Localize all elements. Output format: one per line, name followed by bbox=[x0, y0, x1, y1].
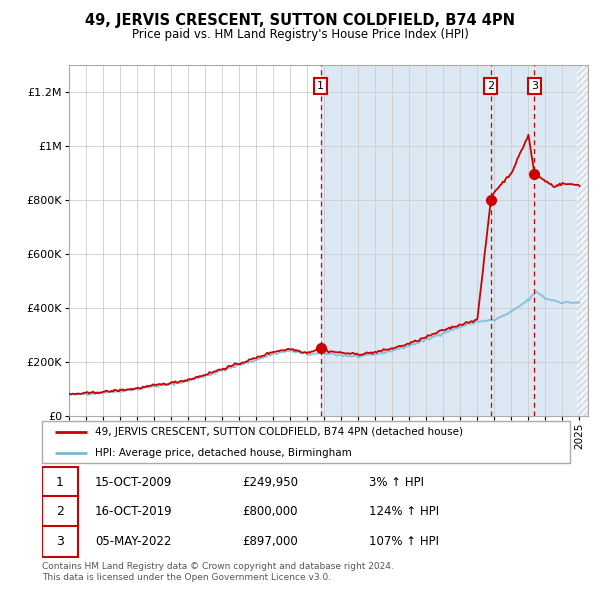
Text: 2: 2 bbox=[487, 81, 494, 91]
Text: 3: 3 bbox=[56, 535, 64, 548]
Text: 3: 3 bbox=[531, 81, 538, 91]
Text: 2: 2 bbox=[56, 505, 64, 519]
Text: 49, JERVIS CRESCENT, SUTTON COLDFIELD, B74 4PN: 49, JERVIS CRESCENT, SUTTON COLDFIELD, B… bbox=[85, 13, 515, 28]
Text: £897,000: £897,000 bbox=[242, 535, 298, 548]
FancyBboxPatch shape bbox=[42, 421, 570, 463]
FancyBboxPatch shape bbox=[42, 526, 78, 556]
Text: 1: 1 bbox=[56, 476, 64, 489]
Bar bbox=[577, 65, 588, 416]
Text: 05-MAY-2022: 05-MAY-2022 bbox=[95, 535, 171, 548]
Text: HPI: Average price, detached house, Birmingham: HPI: Average price, detached house, Birm… bbox=[95, 448, 352, 457]
Text: 1: 1 bbox=[317, 81, 324, 91]
FancyBboxPatch shape bbox=[42, 496, 78, 527]
Text: £249,950: £249,950 bbox=[242, 476, 299, 489]
FancyBboxPatch shape bbox=[42, 467, 78, 498]
Text: Contains HM Land Registry data © Crown copyright and database right 2024.: Contains HM Land Registry data © Crown c… bbox=[42, 562, 394, 571]
Text: This data is licensed under the Open Government Licence v3.0.: This data is licensed under the Open Gov… bbox=[42, 573, 331, 582]
Text: 16-OCT-2019: 16-OCT-2019 bbox=[95, 505, 172, 519]
Text: 49, JERVIS CRESCENT, SUTTON COLDFIELD, B74 4PN (detached house): 49, JERVIS CRESCENT, SUTTON COLDFIELD, B… bbox=[95, 427, 463, 437]
Text: 124% ↑ HPI: 124% ↑ HPI bbox=[370, 505, 439, 519]
Bar bbox=[320, 65, 588, 416]
Text: £800,000: £800,000 bbox=[242, 505, 298, 519]
Text: Price paid vs. HM Land Registry's House Price Index (HPI): Price paid vs. HM Land Registry's House … bbox=[131, 28, 469, 41]
Text: 15-OCT-2009: 15-OCT-2009 bbox=[95, 476, 172, 489]
Text: 107% ↑ HPI: 107% ↑ HPI bbox=[370, 535, 439, 548]
Text: 3% ↑ HPI: 3% ↑ HPI bbox=[370, 476, 424, 489]
